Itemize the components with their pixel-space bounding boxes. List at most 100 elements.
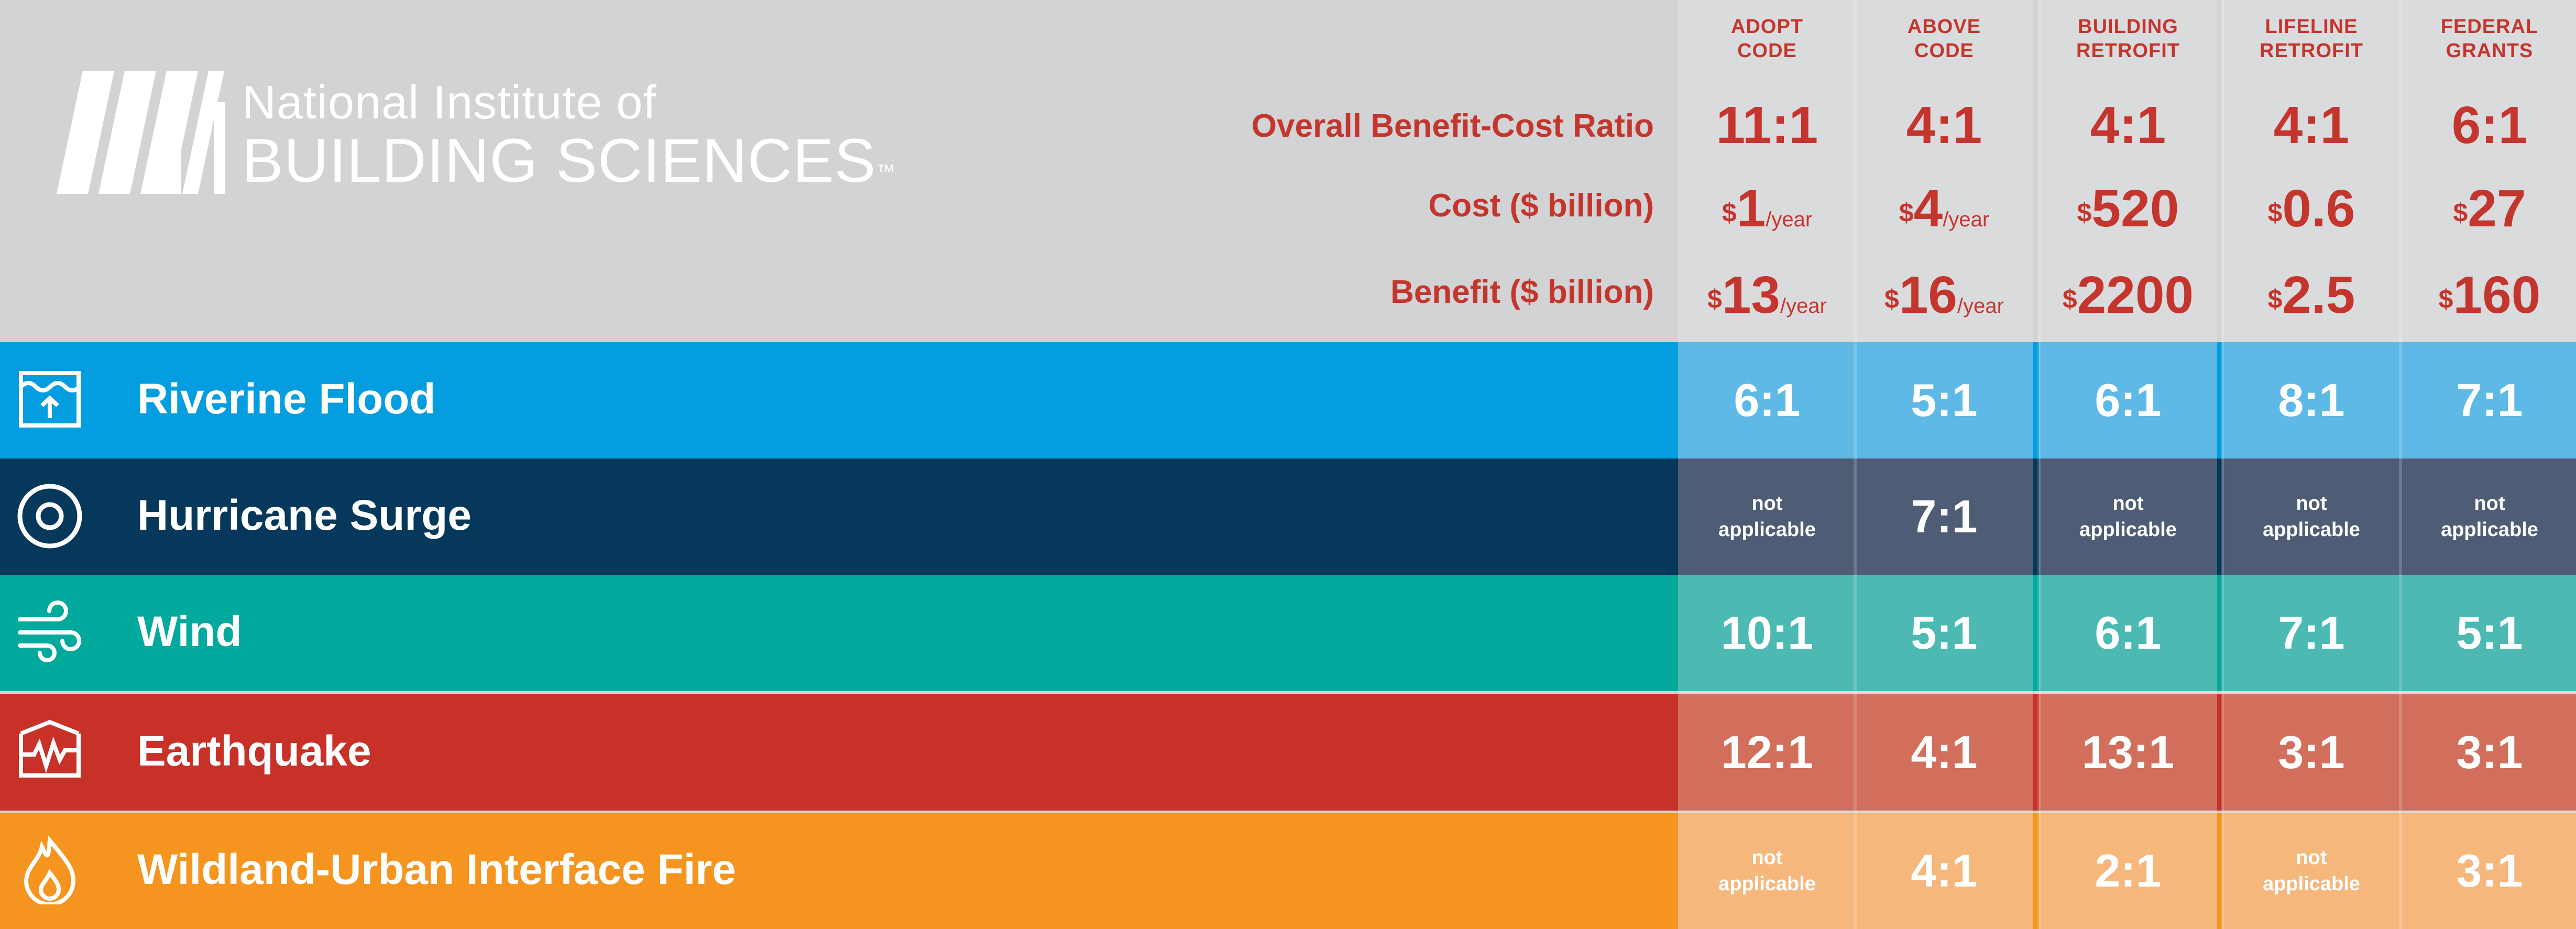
- row-label-benefit: Benefit ($ billion): [1390, 274, 1654, 310]
- ratio-cell: not applicable: [1678, 458, 1856, 575]
- amount: 1: [1736, 179, 1766, 238]
- ratio-value: 5:1: [2456, 607, 2523, 659]
- ratio-value: 10:1: [1720, 607, 1814, 659]
- currency-symbol: $: [1722, 198, 1737, 227]
- currency-symbol: $: [2077, 198, 2092, 227]
- ratio-cell: 8:1: [2222, 342, 2400, 458]
- benefit-value: $13/year: [1678, 266, 1856, 335]
- benefit-value: $16/year: [1855, 266, 2033, 335]
- ratio-value: 4:1: [1911, 726, 1978, 778]
- cost-value: $4/year: [1855, 180, 2033, 248]
- ratio-value: 6:1: [2095, 374, 2162, 426]
- benefit-value: $2200: [2039, 266, 2217, 324]
- currency-symbol: $: [2438, 285, 2453, 314]
- ratio-cell: not applicable: [2039, 458, 2217, 575]
- hazard-label: Earthquake: [137, 727, 371, 775]
- ratio-cell: 4:1: [1855, 694, 2033, 811]
- ratio-value: 7:1: [1911, 490, 1978, 542]
- amount: 0.6: [2282, 179, 2355, 238]
- currency-symbol: $: [1707, 285, 1722, 314]
- not-applicable-text: not applicable: [1718, 493, 1816, 541]
- cost-value: $1/year: [1678, 180, 1856, 248]
- amount: 2.5: [2282, 266, 2355, 324]
- column-header: BUILDING RETROFIT: [2076, 16, 2180, 62]
- column-header: LIFELINE RETROFIT: [2260, 16, 2363, 62]
- ratio-value: 7:1: [2278, 607, 2345, 659]
- column-divider: [1854, 0, 1857, 929]
- column-divider: [2399, 0, 2402, 929]
- ratio-cell: 10:1: [1678, 575, 1856, 691]
- overall-ratio: 6:1: [2451, 96, 2528, 155]
- cost-value: $27: [2400, 180, 2576, 237]
- org-line-2: BUILDING SCIENCES™: [242, 128, 895, 194]
- ratio-value: 4:1: [1911, 845, 1978, 897]
- not-applicable-text: not applicable: [2263, 847, 2360, 895]
- benefit-value: $160: [2400, 266, 2576, 324]
- row-label-cost: Cost ($ billion): [1428, 188, 1654, 224]
- currency-symbol: $: [2062, 285, 2077, 314]
- hazard-label: Wind: [137, 608, 242, 655]
- amount: 2200: [2077, 266, 2194, 324]
- wind-icon: [18, 600, 81, 662]
- ratio-value: 3:1: [2456, 726, 2523, 778]
- hazard-label: Riverine Flood: [137, 375, 436, 423]
- hurricane-icon: [17, 484, 82, 549]
- amount: 4: [1913, 179, 1943, 238]
- trademark: ™: [876, 160, 896, 182]
- ratio-cell: 7:1: [2400, 342, 2576, 458]
- ratio-value: 5:1: [1911, 607, 1978, 659]
- ratio-cell: not applicable: [2222, 813, 2400, 929]
- ratio-value: 3:1: [2456, 845, 2523, 897]
- earthquake-icon: [19, 719, 81, 778]
- org-line-1: National Institute of: [242, 76, 657, 129]
- not-applicable-text: not applicable: [1718, 847, 1816, 895]
- column-divider: [2037, 0, 2041, 929]
- ratio-cell: 5:1: [1855, 342, 2033, 458]
- ratio-cell: 13:1: [2039, 694, 2217, 811]
- currency-symbol: $: [1899, 198, 1914, 227]
- benefit-value: $2.5: [2222, 266, 2400, 324]
- amount: 160: [2453, 266, 2541, 324]
- ratio-cell: 3:1: [2400, 813, 2576, 929]
- not-applicable-text: not applicable: [2263, 493, 2360, 541]
- ratio-value: 13:1: [2081, 726, 2175, 778]
- amount: 520: [2091, 179, 2179, 238]
- ratio-cell: 7:1: [1855, 458, 2033, 575]
- ratio-value: 8:1: [2278, 374, 2345, 426]
- overall-ratio: 4:1: [2273, 96, 2350, 155]
- amount: 27: [2468, 179, 2526, 238]
- ratio-cell: 4:1: [1855, 813, 2033, 929]
- ratio-cell: 6:1: [2039, 342, 2217, 458]
- hazard-label: Wildland-Urban Interface Fire: [137, 846, 736, 893]
- column-header: FEDERAL GRANTS: [2440, 16, 2539, 62]
- overall-ratio: 11:1: [1716, 96, 1818, 155]
- ratio-cell: 5:1: [1855, 575, 2033, 691]
- overall-ratio: 4:1: [2090, 96, 2166, 155]
- currency-symbol: $: [1884, 285, 1899, 314]
- fire-icon: [24, 836, 76, 904]
- org-line-2-text: BUILDING SCIENCES: [242, 126, 876, 195]
- currency-symbol: $: [2267, 285, 2283, 314]
- ratio-value: 7:1: [2456, 374, 2523, 426]
- amount-unit: /year: [1766, 208, 1813, 231]
- nibs-logo-icon: [57, 71, 225, 194]
- currency-symbol: $: [2453, 198, 2468, 227]
- ratio-cell: not applicable: [2400, 458, 2576, 575]
- ratio-cell: 3:1: [2222, 694, 2400, 811]
- flood-icon: [19, 371, 81, 428]
- amount: 13: [1722, 266, 1781, 324]
- ratio-cell: 12:1: [1678, 694, 1856, 811]
- ratio-cell: not applicable: [1678, 813, 1856, 929]
- column-header: ADOPT CODE: [1731, 16, 1803, 62]
- ratio-value: 6:1: [1734, 374, 1801, 426]
- not-applicable-text: not applicable: [2079, 493, 2177, 541]
- ratio-value: 12:1: [1720, 726, 1814, 778]
- currency-symbol: $: [2267, 198, 2283, 227]
- ratio-cell: 7:1: [2222, 575, 2400, 691]
- ratio-cell: 5:1: [2400, 575, 2576, 691]
- not-applicable-text: not applicable: [2441, 493, 2538, 541]
- organization-name: National Institute of BUILDING SCIENCES™: [242, 78, 895, 194]
- ratio-cell: 2:1: [2039, 813, 2217, 929]
- ratio-cell: 6:1: [1678, 342, 1856, 458]
